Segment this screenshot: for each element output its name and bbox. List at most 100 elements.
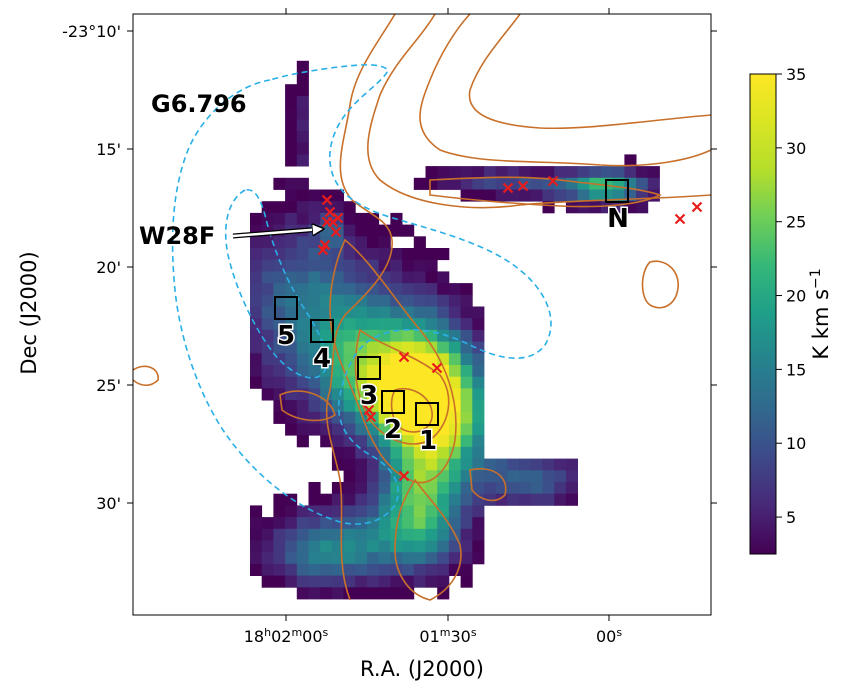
x-tick-label-3: 00s bbox=[596, 626, 622, 646]
intensity-pixel bbox=[390, 482, 403, 495]
intensity-pixel bbox=[250, 528, 263, 541]
intensity-pixel bbox=[296, 528, 309, 541]
intensity-pixel bbox=[460, 329, 473, 342]
intensity-pixel bbox=[367, 283, 380, 296]
intensity-pixel bbox=[261, 353, 274, 366]
intensity-pixel bbox=[296, 575, 309, 588]
intensity-pixel bbox=[390, 283, 403, 296]
maser-marker bbox=[398, 351, 410, 363]
intensity-pixel bbox=[378, 353, 391, 366]
intensity-pixel bbox=[519, 189, 532, 202]
contour-west-edge bbox=[133, 365, 159, 387]
intensity-pixel bbox=[437, 166, 450, 179]
intensity-pixel bbox=[285, 493, 298, 506]
intensity-pixel bbox=[343, 400, 356, 413]
intensity-pixel bbox=[250, 563, 263, 576]
intensity-pixel bbox=[331, 201, 344, 214]
intensity-pixel bbox=[296, 72, 309, 85]
intensity-pixel bbox=[554, 470, 567, 483]
intensity-pixel bbox=[308, 482, 321, 495]
intensity-pixel bbox=[425, 376, 438, 389]
intensity-pixel bbox=[343, 493, 356, 506]
intensity-pixel bbox=[308, 248, 321, 261]
intensity-pixel bbox=[378, 435, 391, 448]
intensity-pixel bbox=[367, 341, 380, 354]
intensity-pixel bbox=[320, 517, 333, 530]
intensity-pixel bbox=[460, 388, 473, 401]
intensity-pixel bbox=[331, 435, 344, 448]
intensity-pixel bbox=[425, 353, 438, 366]
contour-core-outer bbox=[329, 238, 457, 484]
intensity-pixel bbox=[296, 95, 309, 108]
intensity-pixel bbox=[343, 294, 356, 307]
intensity-pixel bbox=[355, 423, 368, 436]
intensity-pixel bbox=[343, 259, 356, 272]
intensity-pixel bbox=[261, 528, 274, 541]
intensity-pixel bbox=[460, 446, 473, 459]
intensity-pixel bbox=[378, 482, 391, 495]
intensity-pixel bbox=[343, 575, 356, 588]
intensity-pixel bbox=[296, 177, 309, 190]
intensity-pixel bbox=[460, 528, 473, 541]
intensity-pixel bbox=[308, 528, 321, 541]
y-tick-label-2: 15' bbox=[96, 140, 121, 159]
intensity-pixel bbox=[296, 423, 309, 436]
intensity-pixel bbox=[273, 283, 286, 296]
intensity-pixel bbox=[437, 400, 450, 413]
intensity-pixel bbox=[250, 248, 263, 261]
contour-ridge-inner bbox=[419, 14, 711, 167]
intensity-pixel bbox=[402, 552, 415, 565]
y-tick-label-4: 25' bbox=[96, 376, 121, 395]
intensity-pixel bbox=[331, 283, 344, 296]
intensity-pixel bbox=[331, 388, 344, 401]
intensity-pixel bbox=[285, 212, 298, 225]
intensity-pixel bbox=[296, 271, 309, 284]
contour-ridge-far bbox=[468, 14, 711, 130]
intensity-pixel bbox=[390, 248, 403, 261]
orange-contours bbox=[133, 14, 711, 601]
colorbar-tick-label: 25 bbox=[786, 213, 806, 232]
intensity-pixel bbox=[378, 341, 391, 354]
intensity-pixel bbox=[285, 154, 298, 167]
maser-marker bbox=[431, 362, 443, 374]
intensity-pixel bbox=[285, 107, 298, 120]
intensity-pixel bbox=[296, 341, 309, 354]
intensity-pixel bbox=[296, 84, 309, 97]
intensity-pixel bbox=[413, 294, 426, 307]
colorbar-tick-label: 15 bbox=[786, 360, 806, 379]
intensity-pixel bbox=[250, 505, 263, 518]
maser-marker bbox=[398, 470, 410, 482]
intensity-pixel bbox=[448, 482, 461, 495]
intensity-pixel bbox=[601, 166, 614, 179]
colorbar: 5 10 15 20 25 30 35 K km s−1 bbox=[749, 65, 833, 555]
intensity-pixel bbox=[296, 236, 309, 249]
intensity-pixel bbox=[331, 528, 344, 541]
maser-marker bbox=[674, 213, 686, 225]
intensity-pixel bbox=[460, 575, 473, 588]
intensity-pixel bbox=[507, 189, 520, 202]
intensity-pixel bbox=[448, 493, 461, 506]
intensity-pixel bbox=[402, 435, 415, 448]
region-box-3 bbox=[357, 356, 381, 380]
intensity-pixel bbox=[437, 435, 450, 448]
intensity-pixel bbox=[425, 294, 438, 307]
intensity-pixel bbox=[378, 411, 391, 424]
intensity-pixel bbox=[343, 552, 356, 565]
intensity-pixel bbox=[624, 154, 637, 167]
intensity-pixel bbox=[425, 283, 438, 296]
intensity-pixel bbox=[343, 446, 356, 459]
intensity-pixel bbox=[378, 400, 391, 413]
intensity-pixel bbox=[402, 224, 415, 237]
intensity-pixel bbox=[460, 376, 473, 389]
y-axis-label: Dec (J2000) bbox=[17, 251, 41, 374]
intensity-pixel bbox=[402, 446, 415, 459]
colorbar-tick-label: 30 bbox=[786, 139, 806, 158]
intensity-pixel bbox=[355, 517, 368, 530]
intensity-pixel bbox=[343, 470, 356, 483]
intensity-pixel bbox=[402, 411, 415, 424]
intensity-pixel bbox=[612, 189, 625, 202]
intensity-pixel bbox=[448, 306, 461, 319]
intensity-pixel bbox=[530, 458, 543, 471]
intensity-pixel bbox=[425, 248, 438, 261]
intensity-pixel bbox=[308, 505, 321, 518]
